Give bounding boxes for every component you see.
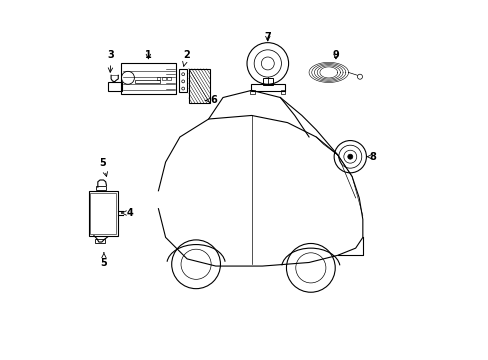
Text: 8: 8 [366, 152, 376, 162]
Text: 5: 5 [101, 253, 107, 268]
Circle shape [347, 154, 352, 159]
Text: 5: 5 [99, 158, 107, 176]
Text: 4: 4 [121, 208, 134, 218]
Text: 3: 3 [107, 50, 114, 72]
Text: 2: 2 [183, 50, 189, 66]
Text: 9: 9 [332, 50, 339, 60]
Text: 6: 6 [204, 95, 217, 105]
Text: 7: 7 [264, 32, 271, 42]
Text: 1: 1 [145, 50, 151, 60]
